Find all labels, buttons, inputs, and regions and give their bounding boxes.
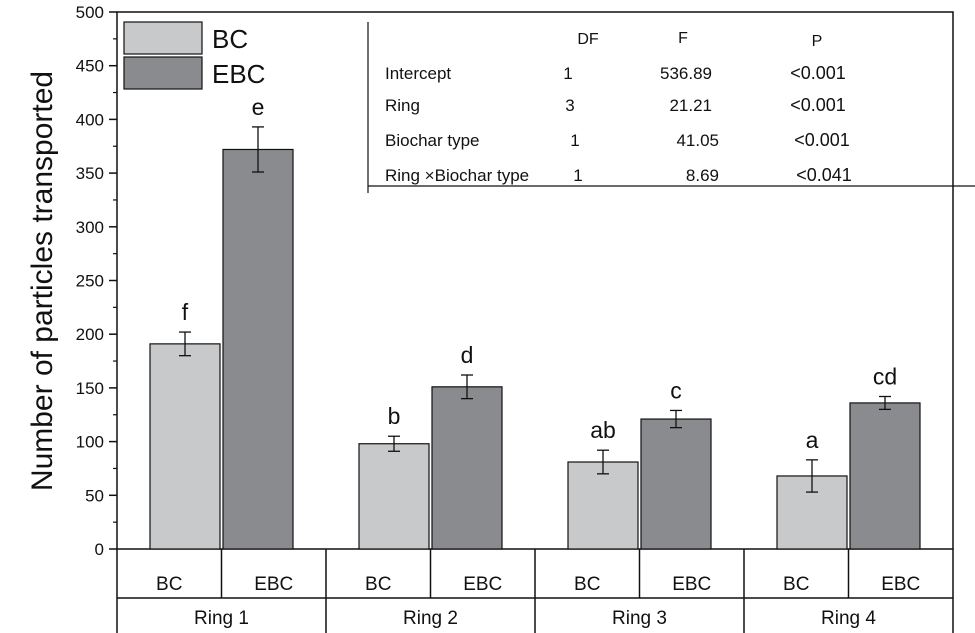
stats-df-value: 3 <box>565 96 574 115</box>
y-tick-label: 450 <box>76 57 104 76</box>
stats-column-header: P <box>812 33 823 50</box>
stats-row-label: Biochar type <box>385 131 480 150</box>
bar-bc <box>358 443 430 550</box>
significance-letter: f <box>182 299 189 325</box>
y-axis-label: Number of particles transported <box>26 71 59 491</box>
legend-label: BC <box>212 24 248 54</box>
x-series-label: BC <box>365 574 391 595</box>
stats-f-value: 8.69 <box>686 166 719 185</box>
legend-label: EBC <box>212 59 265 89</box>
bar-ebc <box>222 148 294 550</box>
stats-f-value: 536.89 <box>660 64 712 83</box>
y-tick-label: 100 <box>76 433 104 452</box>
y-tick-label: 350 <box>76 164 104 183</box>
x-group-label: Ring 3 <box>612 608 667 629</box>
stats-df-value: 1 <box>570 131 579 150</box>
x-series-label: BC <box>783 574 809 595</box>
stats-p-value: <0.001 <box>794 130 850 150</box>
legend-swatch <box>123 21 203 55</box>
x-series-label: EBC <box>463 574 502 595</box>
chart-bars: f e b d ab c a cd <box>149 94 921 550</box>
y-tick-label: 0 <box>95 540 104 559</box>
x-group-label: Ring 1 <box>194 608 249 629</box>
stats-f-value: 41.05 <box>676 131 719 150</box>
stats-row-label: Ring <box>385 96 420 115</box>
y-tick-label: 500 <box>76 3 104 22</box>
stats-table: DF F P Intercept 1 536.89 <0.001 Ring 3 21.21 <0.0… <box>367 22 975 193</box>
bar-ebc <box>431 386 503 550</box>
significance-letter: e <box>252 94 265 120</box>
y-axis-ticks: 0 50 100 150 200 250 300 350 400 450 500 <box>76 3 117 559</box>
bar-ebc <box>640 418 712 550</box>
stats-f-value: 21.21 <box>669 96 712 115</box>
stats-df-value: 1 <box>573 166 582 185</box>
legend-swatch <box>123 56 203 90</box>
stats-row-label: Ring ×Biochar type <box>385 166 529 185</box>
y-tick-label: 400 <box>76 110 104 129</box>
significance-letter: a <box>806 427 819 453</box>
stats-p-value: <0.041 <box>796 165 852 185</box>
significance-letter: b <box>388 403 401 429</box>
y-tick-label: 250 <box>76 272 104 291</box>
y-tick-label: 50 <box>85 486 104 505</box>
y-tick-label: 300 <box>76 218 104 237</box>
stats-column-header: F <box>678 30 688 47</box>
significance-letter: cd <box>873 363 897 389</box>
bar-bc <box>149 343 221 550</box>
y-tick-label: 200 <box>76 325 104 344</box>
legend: BC EBC <box>123 21 265 90</box>
x-series-label: EBC <box>881 574 920 595</box>
x-series-label: EBC <box>254 574 293 595</box>
y-tick-label: 150 <box>76 379 104 398</box>
stats-column-header: DF <box>577 31 599 48</box>
stats-df-value: 1 <box>563 64 572 83</box>
stats-row-label: Intercept <box>385 64 451 83</box>
x-series-label: BC <box>156 574 182 595</box>
stats-p-value: <0.001 <box>790 95 846 115</box>
stats-p-value: <0.001 <box>790 63 846 83</box>
significance-letter: d <box>461 342 474 368</box>
x-group-label: Ring 4 <box>821 608 876 629</box>
bar-bc <box>567 461 639 550</box>
significance-letter: ab <box>590 417 616 443</box>
significance-letter: c <box>670 377 682 403</box>
bar-ebc <box>849 402 921 550</box>
x-series-label: EBC <box>672 574 711 595</box>
x-group-label: Ring 2 <box>403 608 458 629</box>
x-series-label: BC <box>574 574 600 595</box>
